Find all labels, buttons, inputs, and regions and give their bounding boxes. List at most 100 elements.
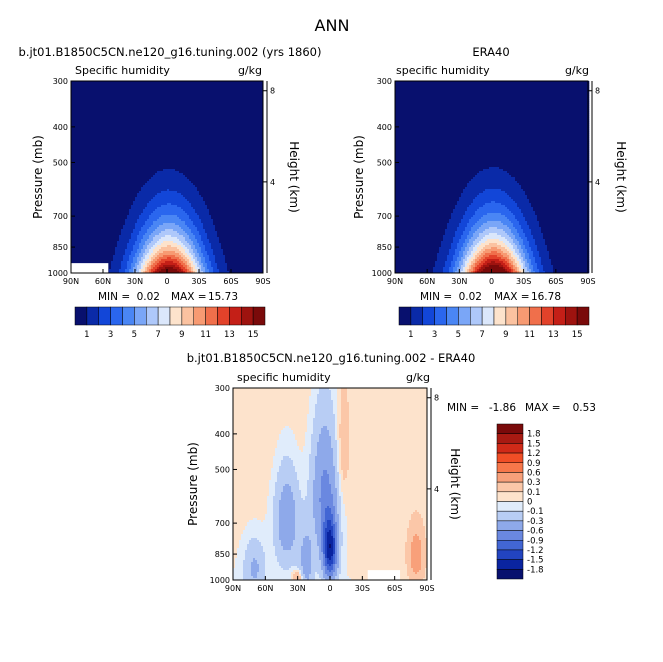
heatmap-cell: [207, 163, 210, 166]
heatmap-cell: [159, 175, 162, 178]
heatmap-cell: [131, 121, 134, 124]
heatmap-cell: [117, 145, 120, 148]
heatmap-cell: [143, 91, 146, 94]
heatmap-cell: [259, 181, 262, 184]
heatmap-cell: [179, 85, 182, 88]
figure-title: ANN: [315, 16, 350, 35]
heatmap-cell: [179, 169, 182, 172]
heatmap-cell: [117, 83, 120, 86]
heatmap-cell: [207, 125, 210, 128]
heatmap-cell: [231, 81, 234, 84]
heatmap-cell: [167, 89, 170, 92]
heatmap-cell: [163, 153, 166, 156]
heatmap-cell: [89, 143, 92, 146]
heatmap-cell: [93, 135, 96, 138]
heatmap-cell: [121, 127, 124, 130]
heatmap-cell: [109, 139, 112, 142]
heatmap-cell: [203, 101, 206, 104]
heatmap-cell: [259, 109, 262, 112]
heatmap-cell: [177, 81, 180, 84]
heatmap-cell: [83, 135, 86, 138]
heatmap-cell: [125, 139, 128, 142]
heatmap-cell: [231, 109, 234, 112]
heatmap-cell: [85, 109, 88, 112]
heatmap-cell: [85, 151, 88, 154]
heatmap-cell: [259, 83, 262, 86]
heatmap-cell: [251, 161, 254, 164]
heatmap-cell: [193, 151, 196, 154]
heatmap-cell: [153, 161, 156, 164]
heatmap-cell: [193, 107, 196, 110]
heatmap-cell: [123, 87, 126, 90]
heatmap-cell: [101, 173, 104, 176]
heatmap-cell: [245, 165, 248, 168]
heatmap-cell: [231, 135, 234, 138]
heatmap-cell: [257, 181, 260, 184]
heatmap-cell: [197, 159, 200, 162]
heatmap-cell: [199, 97, 202, 100]
heatmap-cell: [113, 123, 116, 126]
heatmap-cell: [171, 149, 174, 152]
heatmap-cell: [255, 133, 258, 136]
heatmap-cell: [203, 107, 206, 110]
heatmap-cell: [97, 123, 100, 126]
heatmap-cell: [109, 151, 112, 154]
heatmap-cell: [151, 145, 154, 148]
heatmap-cell: [183, 81, 186, 84]
heatmap-cell: [111, 137, 114, 140]
heatmap-cell: [149, 147, 152, 150]
heatmap-cell: [261, 111, 264, 114]
heatmap-cell: [109, 87, 112, 90]
heatmap-cell: [193, 117, 196, 120]
heatmap-cell: [133, 135, 136, 138]
heatmap-cell: [241, 139, 244, 142]
heatmap-cell: [145, 183, 148, 186]
heatmap-cell: [153, 127, 156, 130]
heatmap-cell: [99, 85, 102, 88]
heatmap-cell: [101, 123, 104, 126]
heatmap-cell: [111, 123, 114, 126]
heatmap-cell: [201, 151, 204, 154]
heatmap-cell: [221, 143, 224, 146]
heatmap-cell: [181, 173, 184, 176]
heatmap-cell: [173, 123, 176, 126]
heatmap-cell: [157, 117, 160, 120]
heatmap-cell: [143, 145, 146, 148]
heatmap-cell: [103, 107, 106, 110]
heatmap-cell: [107, 125, 110, 128]
heatmap-cell: [141, 183, 144, 186]
heatmap-cell: [115, 147, 118, 150]
heatmap-cell: [93, 165, 96, 168]
heatmap-cell: [71, 163, 74, 166]
heatmap-cell: [109, 119, 112, 122]
heatmap-cell: [147, 133, 150, 136]
heatmap-cell: [71, 155, 74, 158]
heatmap-cell: [171, 171, 174, 174]
heatmap-cell: [143, 85, 146, 88]
heatmap-cell: [71, 83, 74, 86]
heatmap-cell: [259, 137, 262, 140]
heatmap-cell: [137, 119, 140, 122]
heatmap-cell: [125, 103, 128, 106]
heatmap-cell: [179, 179, 182, 182]
heatmap-cell: [99, 173, 102, 176]
heatmap-cell: [107, 107, 110, 110]
heatmap-cell: [175, 111, 178, 114]
heatmap-cell: [71, 183, 74, 186]
heatmap-cell: [113, 155, 116, 158]
heatmap-cell: [89, 87, 92, 90]
heatmap-cell: [153, 179, 156, 182]
heatmap-cell: [111, 103, 114, 106]
heatmap-cell: [161, 131, 164, 134]
heatmap-cell: [207, 93, 210, 96]
heatmap-cell: [199, 169, 202, 172]
heatmap-cell: [259, 121, 262, 124]
heatmap-cell: [87, 177, 90, 180]
heatmap-cell: [151, 155, 154, 158]
heatmap-cell: [195, 115, 198, 118]
heatmap-cell: [217, 87, 220, 90]
heatmap-cell: [255, 135, 258, 138]
heatmap-cell: [79, 137, 82, 140]
heatmap-cell: [207, 137, 210, 140]
heatmap-cell: [181, 127, 184, 130]
